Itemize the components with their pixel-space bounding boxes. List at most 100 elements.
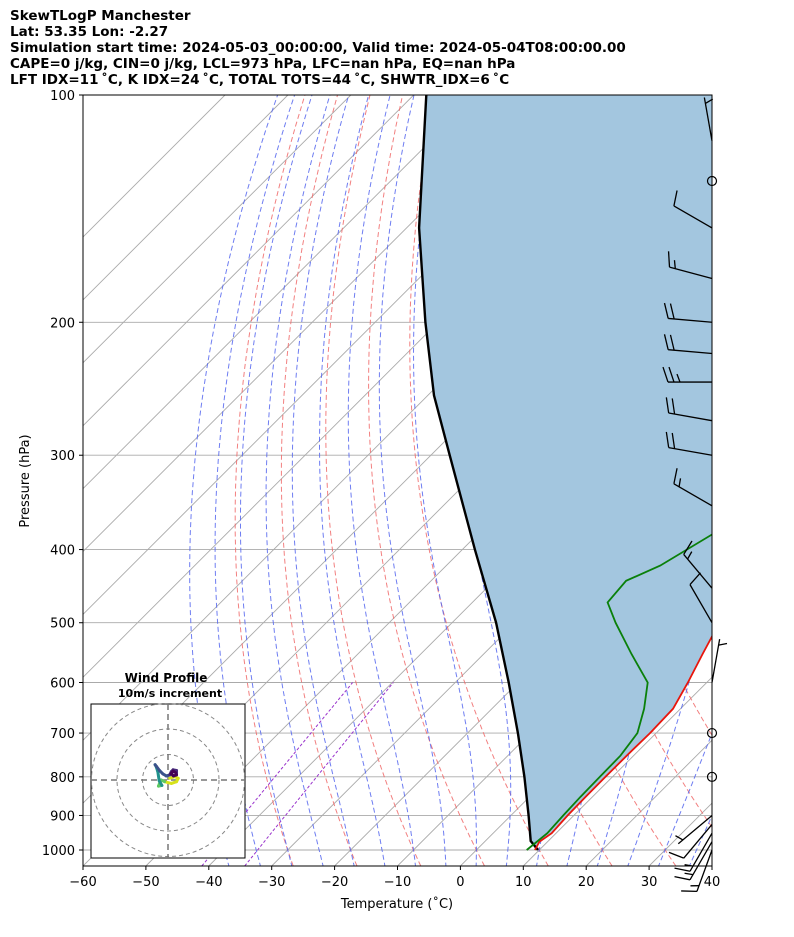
y-tick-label: 700 [50, 727, 75, 742]
y-tick-label: 400 [50, 544, 75, 559]
axis-ticks: −60 −50 −40 −30 −20 −10 0 10 20 30 40 100 200 300 400 5… [42, 89, 720, 890]
barb-half [690, 885, 700, 887]
barb-staff [689, 832, 713, 872]
barb-staff [677, 814, 713, 845]
barb-half [673, 260, 676, 269]
moist-adiabat [319, 95, 386, 866]
moist-adiabat [240, 95, 313, 866]
wind-barb [667, 251, 713, 280]
calm-wind-circle [706, 175, 718, 187]
y-tick-label: 1000 [42, 844, 75, 859]
isotherm-line [83, 95, 477, 490]
x-tick-label: −20 [321, 875, 348, 890]
dry-adiabat [728, 95, 794, 866]
barb-full [669, 303, 675, 320]
moist-adiabat [720, 95, 794, 868]
isotherm-line [83, 95, 226, 238]
barb-staff [669, 266, 713, 280]
wind-barb [673, 190, 713, 229]
convective-parameters: CAPE=0 j/kg, CIN=0 j/kg, LCL=973 hPa, LF… [10, 56, 516, 72]
barb-full [671, 398, 676, 415]
wind-barb [675, 814, 713, 845]
barb-half [705, 98, 714, 104]
barb-staff [668, 317, 713, 323]
calm-wind-circle [706, 727, 718, 739]
chart-header: SkewTLogP Manchester Lat: 53.35 Lon: -2.… [10, 8, 626, 88]
barb-staff [689, 584, 713, 624]
barb-full [665, 397, 670, 414]
moist-adiabat [214, 95, 296, 866]
y-tick-label: 800 [50, 771, 75, 786]
moist-adiabat [347, 95, 417, 866]
y-axis-label: Pressure (hPa) [18, 434, 33, 527]
barb-full [667, 251, 671, 268]
barb-full [663, 302, 669, 319]
y-tick-label: 500 [50, 617, 75, 632]
temperature-profile [534, 634, 712, 851]
isotherm-line [711, 865, 712, 866]
dry-adiabat [280, 95, 358, 866]
moist-adiabat [412, 95, 477, 866]
wind-barb [665, 397, 713, 422]
isotherm-line [334, 487, 712, 866]
isotherm-line [775, 95, 794, 866]
barb-half [684, 872, 694, 876]
wind-barb [683, 540, 713, 589]
y-tick-label: 300 [50, 449, 75, 464]
station-title: SkewTLogP Manchester [10, 8, 191, 24]
isotherm-line [83, 95, 352, 364]
x-tick-label: 20 [578, 875, 595, 890]
wind-barb [674, 841, 713, 881]
wind-barb [668, 824, 713, 859]
y-tick-label: 200 [50, 316, 75, 331]
barb-full [673, 468, 678, 484]
moist-adiabat [782, 95, 794, 868]
moist-adiabat [189, 95, 279, 866]
moist-adiabat [378, 95, 447, 866]
dewpoint-profile [526, 533, 712, 851]
cin-shading [419, 95, 712, 850]
dry-adiabat [368, 95, 485, 866]
y-tick-label: 900 [50, 809, 75, 824]
stability-indices: LFT IDX=11 ˚C, K IDX=24 ˚C, TOTAL TOTS=4… [10, 72, 510, 88]
calm-wind-circle [706, 771, 718, 782]
moist-adiabat [291, 95, 355, 866]
isotherm-line [83, 95, 289, 301]
isotherm-line [522, 676, 712, 866]
wind-barb [673, 468, 713, 507]
barb-full [665, 431, 670, 448]
hodograph-trace [156, 770, 161, 783]
barb-full [668, 366, 675, 383]
barb-staff [673, 205, 713, 229]
barb-staff [696, 849, 713, 892]
moist-adiabat [751, 95, 794, 868]
y-tick-label: 600 [50, 677, 75, 692]
barb-full [689, 572, 701, 586]
moist-adiabat [265, 95, 331, 866]
barb-full [673, 190, 678, 207]
simulation-times: Simulation start time: 2024-05-03_00:00:… [10, 40, 626, 56]
x-axis-label: Temperature (˚C) [340, 896, 453, 912]
parcel-profile [417, 95, 539, 851]
wind-barb [662, 366, 712, 383]
barb-full [674, 875, 691, 881]
x-tick-label: −50 [132, 875, 159, 890]
hodograph-subtitle: 10m/s increment [118, 687, 222, 700]
barb-staff [673, 483, 713, 507]
wind-barb [689, 572, 713, 624]
hodograph-inset: Wind Profile 10m/s increment [90, 671, 246, 859]
barb-full [668, 851, 684, 859]
barb-staff [683, 554, 713, 589]
barb-staff [683, 824, 713, 859]
sounding-data [417, 95, 712, 851]
moist-adiabat [657, 731, 712, 866]
hodograph-trace [171, 769, 177, 775]
barb-staff [703, 97, 713, 141]
wind-barb [711, 639, 728, 683]
barb-full [663, 334, 669, 350]
wind-barb [674, 832, 713, 872]
x-tick-label: −60 [69, 875, 96, 890]
barb-half [676, 373, 681, 383]
barb-full [683, 540, 693, 555]
barb-staff [668, 446, 713, 456]
